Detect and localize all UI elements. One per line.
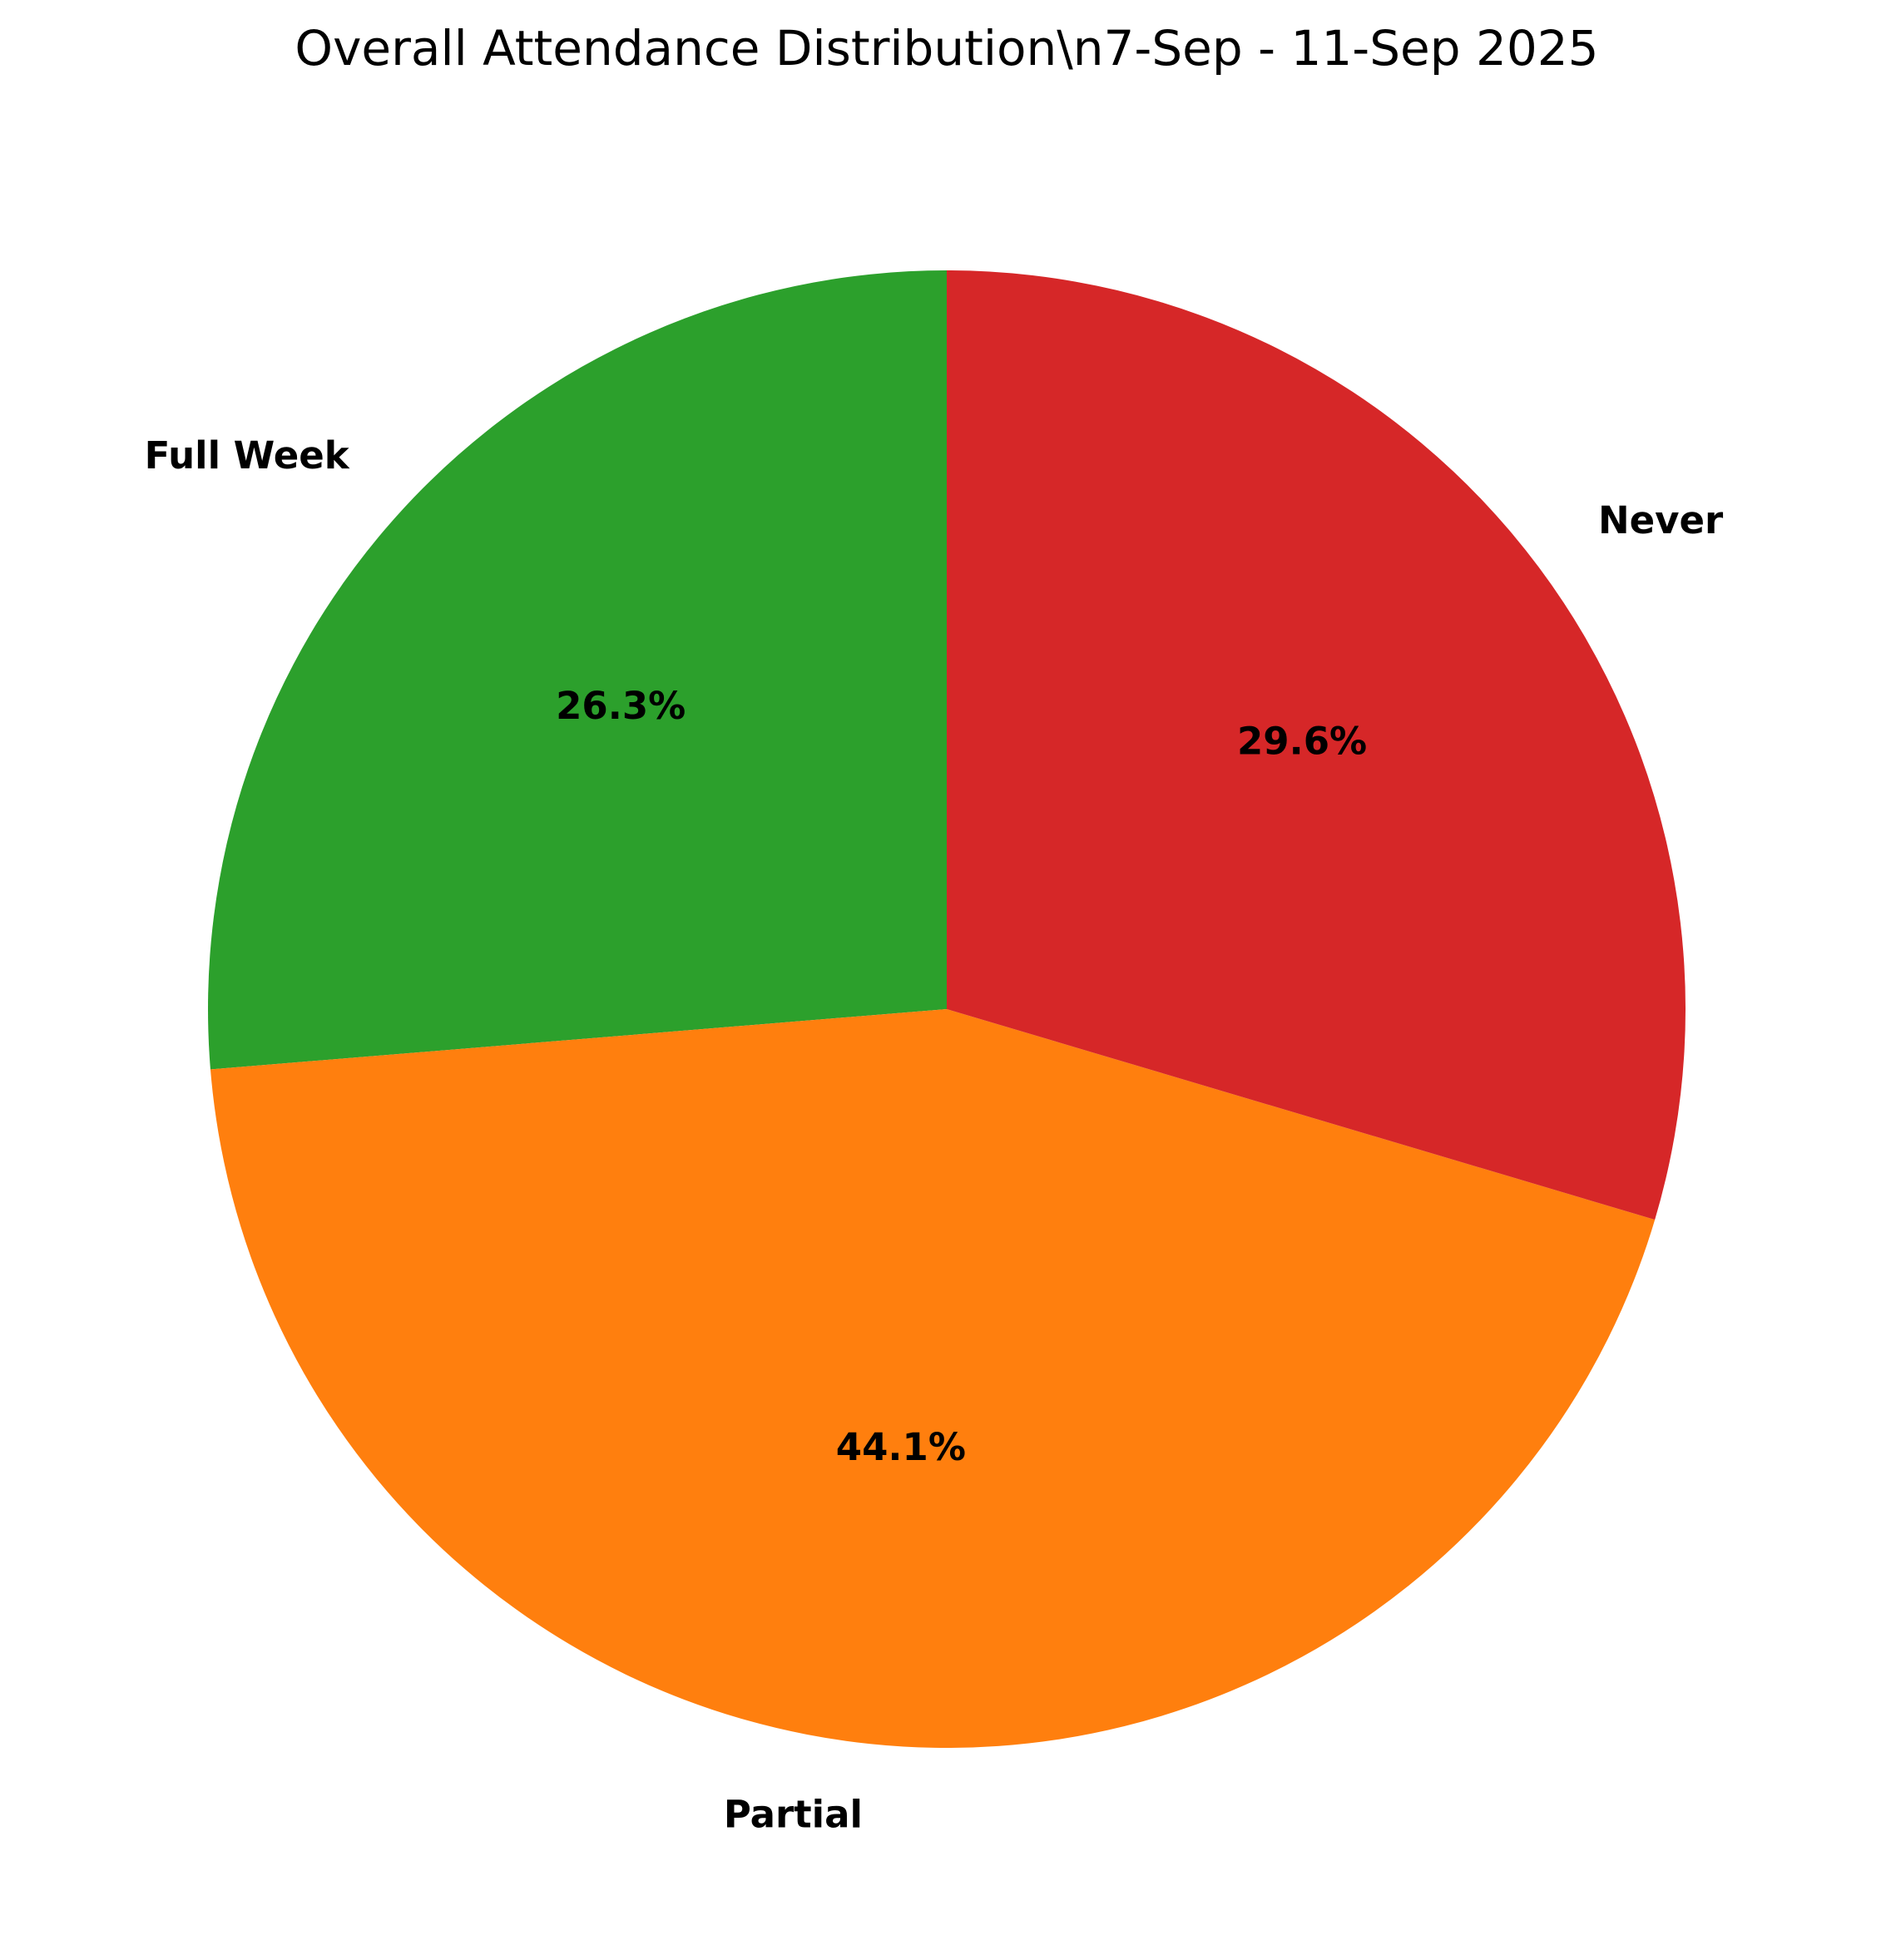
slice-label-never: Never	[1598, 498, 1724, 542]
pie-slices	[207, 270, 1686, 1748]
pie-slice-never	[947, 270, 1686, 1220]
slice-label-full-week: Full Week	[145, 433, 350, 478]
pie-labels: Full Week 26.3% Partial 44.1% Never 29.6%	[145, 433, 1724, 1836]
slice-percent-never: 29.6%	[1237, 719, 1367, 763]
pie-slice-partial	[210, 1009, 1656, 1748]
slice-label-partial: Partial	[724, 1793, 863, 1837]
pie-slice-full-week	[207, 270, 947, 1070]
slice-percent-full-week: 26.3%	[556, 684, 686, 728]
slice-percent-partial: 44.1%	[836, 1425, 966, 1469]
chart-title: Overall Attendance Distribution\n7-Sep -…	[295, 20, 1598, 77]
